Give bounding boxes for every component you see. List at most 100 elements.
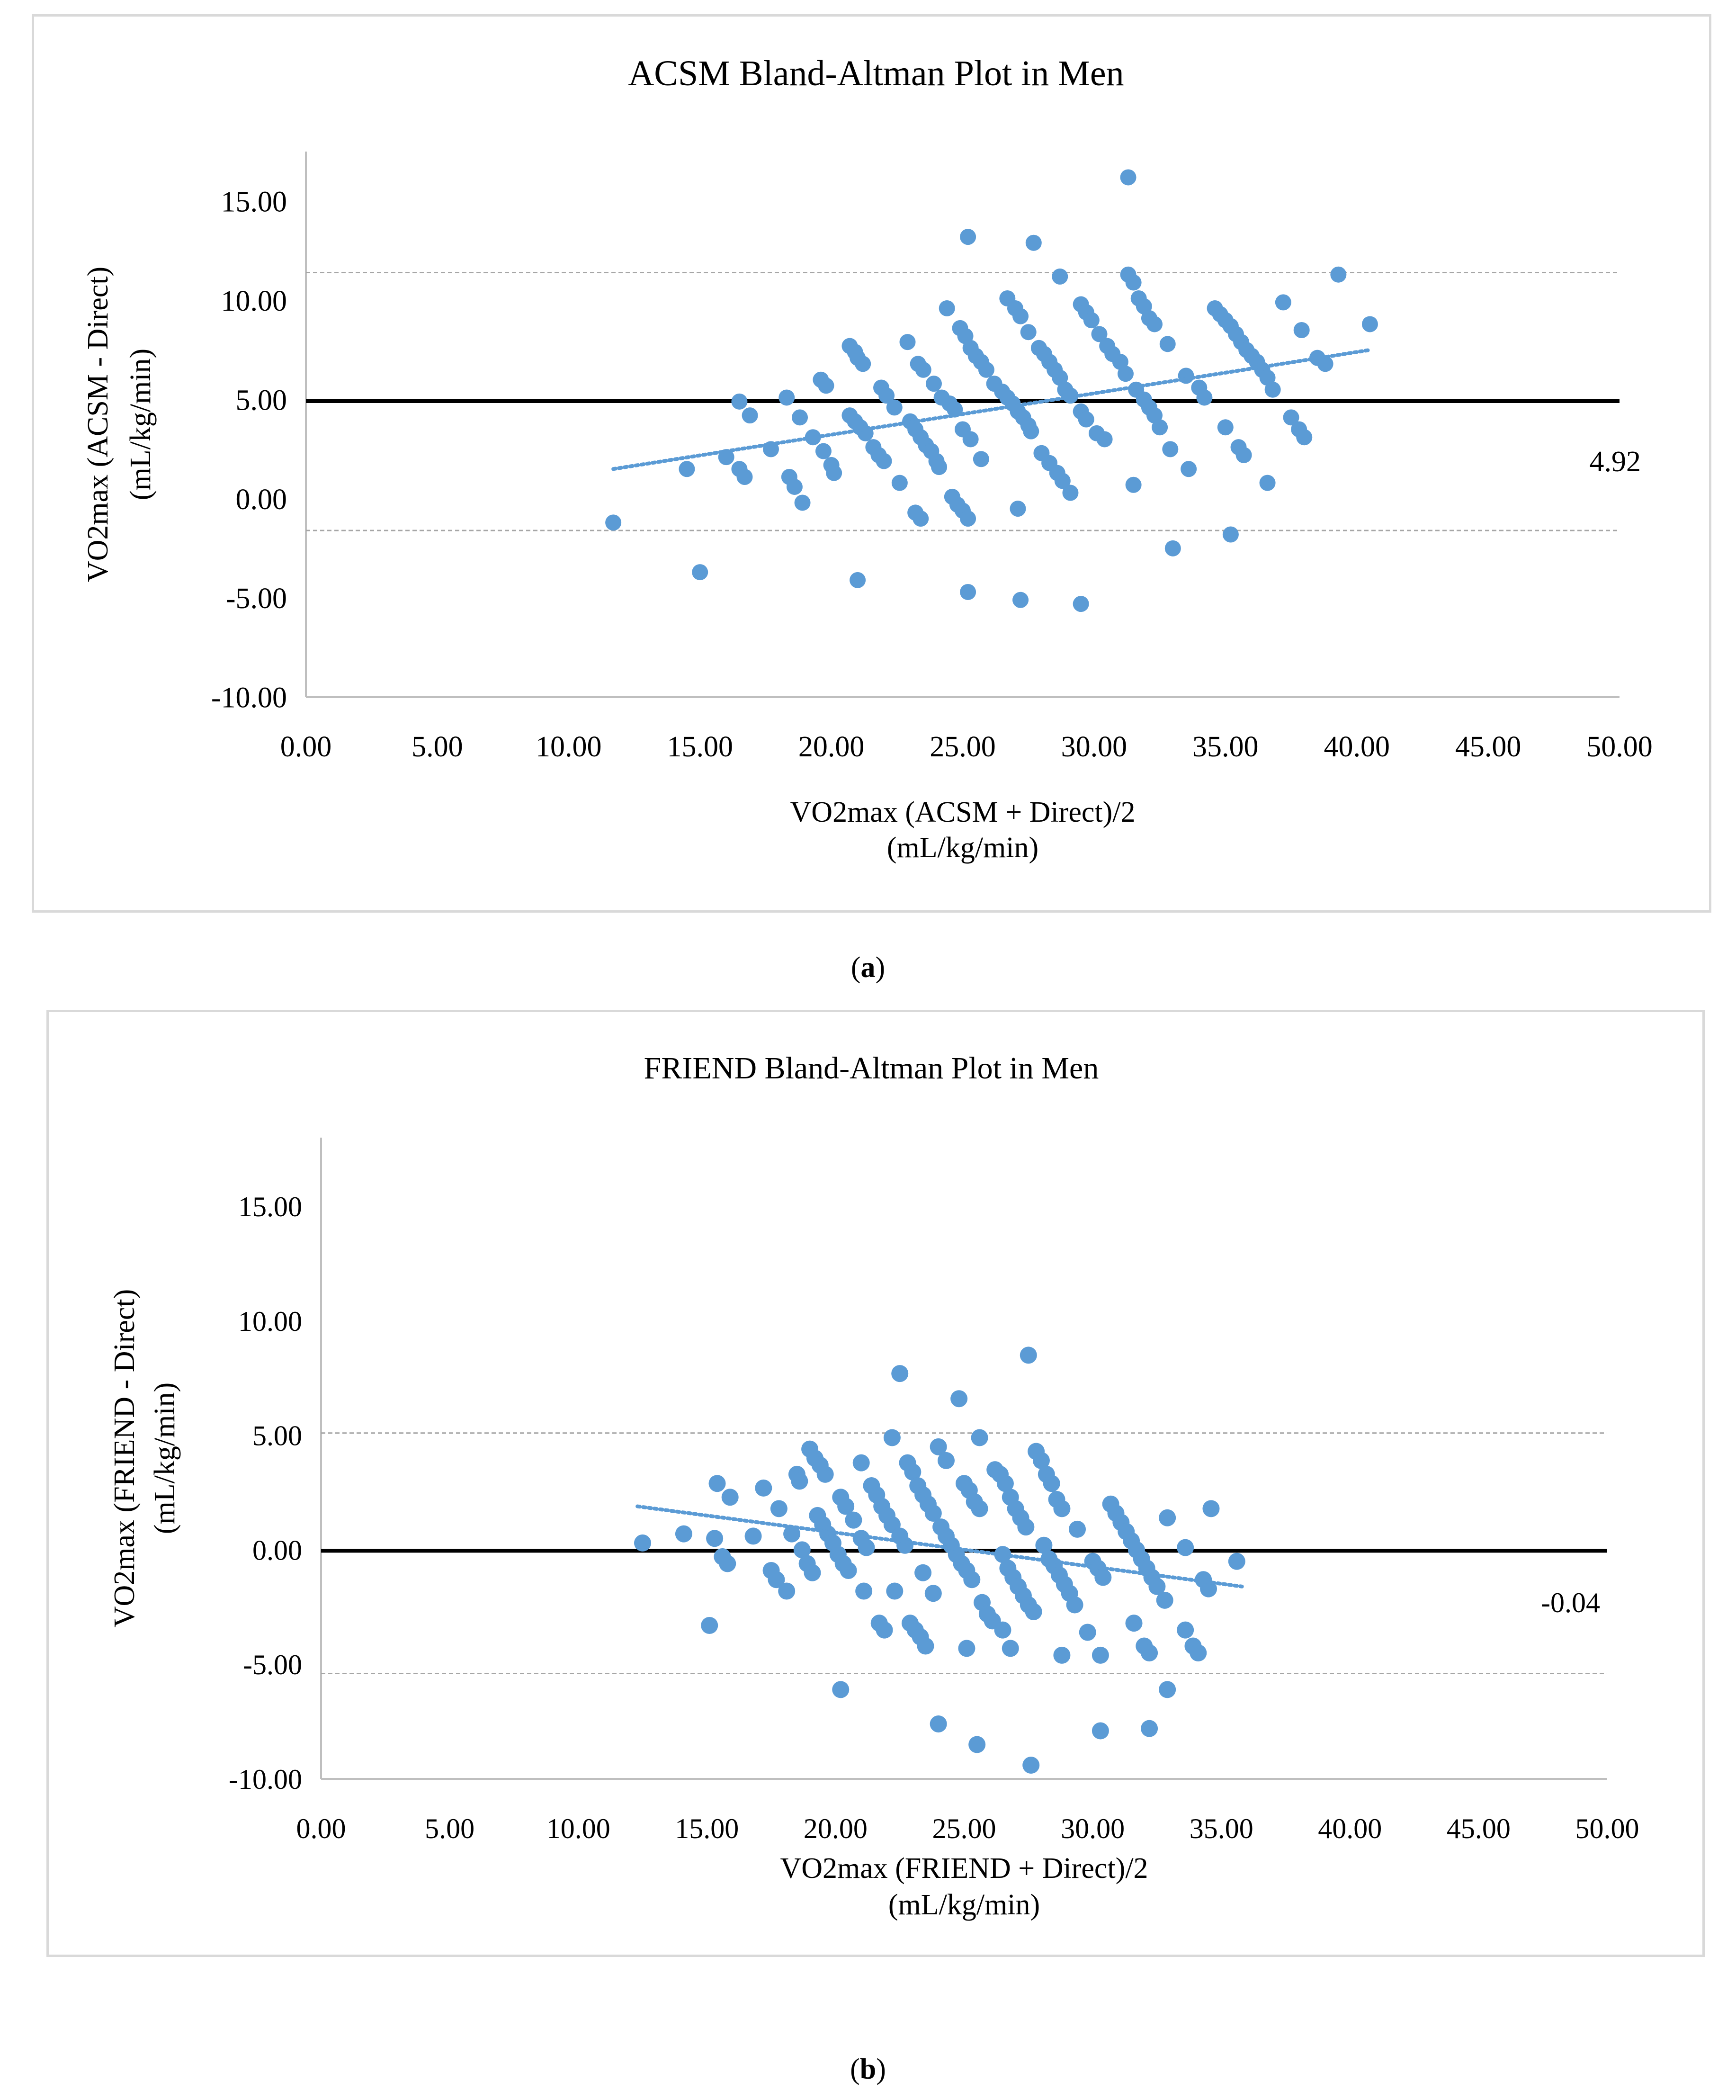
data-point xyxy=(858,1539,875,1556)
data-point xyxy=(1025,1603,1042,1620)
data-point xyxy=(832,1681,850,1698)
data-point xyxy=(1053,1500,1071,1517)
data-point xyxy=(878,387,895,404)
data-point xyxy=(815,443,832,459)
data-point xyxy=(1361,316,1378,332)
data-point xyxy=(876,1621,893,1639)
data-point xyxy=(1032,1452,1050,1469)
data-point xyxy=(804,1564,821,1581)
caption-close-paren: ) xyxy=(875,951,886,984)
trendline xyxy=(635,1504,1244,1588)
data-point xyxy=(742,407,758,424)
data-point xyxy=(1283,409,1299,426)
data-point xyxy=(958,1640,975,1657)
data-point xyxy=(840,1562,857,1579)
y-axis-title: VO2max (FRIEND - Direct) xyxy=(108,1289,141,1628)
data-point xyxy=(1275,294,1291,311)
y-axis-units: (mL/kg/min) xyxy=(149,1382,181,1534)
y-tick-label: 5.00 xyxy=(236,384,287,416)
x-tick-label: 10.00 xyxy=(546,1813,610,1844)
data-point xyxy=(845,1511,862,1529)
data-point xyxy=(1023,423,1039,440)
data-point xyxy=(1017,1518,1035,1536)
data-point xyxy=(1091,326,1108,342)
data-point xyxy=(914,1564,932,1581)
data-point xyxy=(1296,429,1313,446)
data-point xyxy=(755,1479,772,1497)
data-point xyxy=(1083,312,1100,329)
data-point xyxy=(792,409,808,426)
data-point xyxy=(850,572,866,588)
x-tick-label: 45.00 xyxy=(1447,1813,1511,1844)
acsm-chart-svg: ACSM Bland-Altman Plot in Men -10.00 -5.0… xyxy=(82,54,1653,864)
data-point xyxy=(1125,274,1142,291)
data-point xyxy=(1152,419,1168,436)
data-point xyxy=(778,1582,796,1600)
data-point xyxy=(913,510,929,527)
data-point xyxy=(708,1475,726,1492)
x-tick-label: 40.00 xyxy=(1324,731,1390,763)
data-point xyxy=(1330,266,1347,283)
friend-chart-svg: FRIEND Bland-Altman Plot in Men -10.00 -5… xyxy=(108,1051,1639,1921)
data-point xyxy=(679,461,695,477)
x-tick-label: 50.00 xyxy=(1586,731,1653,763)
data-point xyxy=(960,583,976,600)
data-point xyxy=(1073,596,1089,612)
x-tick-label: 30.00 xyxy=(1061,731,1128,763)
data-point xyxy=(1159,336,1176,352)
data-point xyxy=(855,356,871,372)
caption-open-paren: ( xyxy=(850,2053,860,2085)
data-point xyxy=(963,1571,981,1588)
x-tick-label: 40.00 xyxy=(1318,1813,1382,1844)
data-point xyxy=(971,1500,988,1517)
data-point xyxy=(1141,1644,1158,1662)
data-point xyxy=(1202,1500,1220,1517)
data-point xyxy=(1092,1646,1109,1664)
plot-area: -10.00 -5.00 0.00 5.00 10.00 15.00 0.00 5.00 10.… xyxy=(108,1138,1639,1921)
data-point xyxy=(1012,592,1029,608)
data-point xyxy=(971,1429,988,1446)
x-tick-label: 0.00 xyxy=(280,731,332,763)
data-point xyxy=(605,514,622,531)
data-point xyxy=(744,1527,762,1545)
y-tick-label: 5.00 xyxy=(252,1420,302,1452)
y-axis-units: (mL/kg/min) xyxy=(125,349,157,500)
y-tick-label: 10.00 xyxy=(238,1306,302,1337)
data-point xyxy=(930,1715,947,1732)
data-point xyxy=(1012,308,1029,324)
data-point xyxy=(783,1525,801,1543)
x-tick-label: 30.00 xyxy=(1061,1813,1125,1844)
data-point xyxy=(937,1452,955,1469)
mean-bias-label: 4.92 xyxy=(1590,446,1641,478)
x-axis-title: VO2max (ACSM + Direct)/2 xyxy=(790,796,1136,828)
x-tick-label: 25.00 xyxy=(930,731,996,763)
y-axis-title: VO2max (ACSM - Direct) xyxy=(82,267,114,582)
data-point xyxy=(930,1438,947,1455)
data-point xyxy=(1020,324,1037,341)
data-point xyxy=(1062,485,1079,501)
y-tick-label: -5.00 xyxy=(243,1649,302,1680)
chart-title: FRIEND Bland-Altman Plot in Men xyxy=(644,1051,1099,1086)
data-point xyxy=(960,229,976,245)
data-point xyxy=(1164,540,1181,556)
y-tick-label: 0.00 xyxy=(252,1535,302,1566)
data-point xyxy=(706,1530,724,1547)
data-point xyxy=(891,1365,909,1382)
data-point xyxy=(1181,461,1197,477)
data-point xyxy=(891,475,908,491)
x-tick-label: 20.00 xyxy=(798,731,865,763)
data-point xyxy=(1159,1509,1176,1526)
trendline xyxy=(611,348,1372,471)
data-point xyxy=(1010,501,1026,517)
data-point xyxy=(1066,1596,1083,1614)
x-axis-units: (mL/kg/min) xyxy=(888,1889,1040,1921)
data-point xyxy=(1052,268,1068,285)
data-point xyxy=(1002,1640,1019,1657)
data-point xyxy=(950,1390,968,1408)
data-point xyxy=(719,1555,736,1572)
data-point xyxy=(931,459,948,476)
data-point xyxy=(1092,1722,1109,1740)
x-tick-label: 25.00 xyxy=(932,1813,996,1844)
data-point xyxy=(855,1582,873,1600)
data-point xyxy=(1096,431,1113,448)
